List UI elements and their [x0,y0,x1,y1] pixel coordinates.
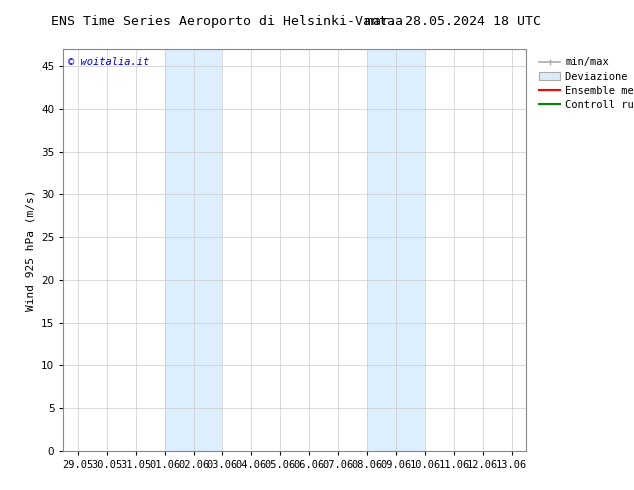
Y-axis label: Wind 925 hPa (m/s): Wind 925 hPa (m/s) [25,189,36,311]
Text: mar. 28.05.2024 18 UTC: mar. 28.05.2024 18 UTC [365,15,541,28]
Text: ENS Time Series Aeroporto di Helsinki-Vantaa: ENS Time Series Aeroporto di Helsinki-Va… [51,15,403,28]
Text: © woitalia.it: © woitalia.it [68,57,149,67]
Bar [367,49,425,451]
Bar [165,49,223,451]
